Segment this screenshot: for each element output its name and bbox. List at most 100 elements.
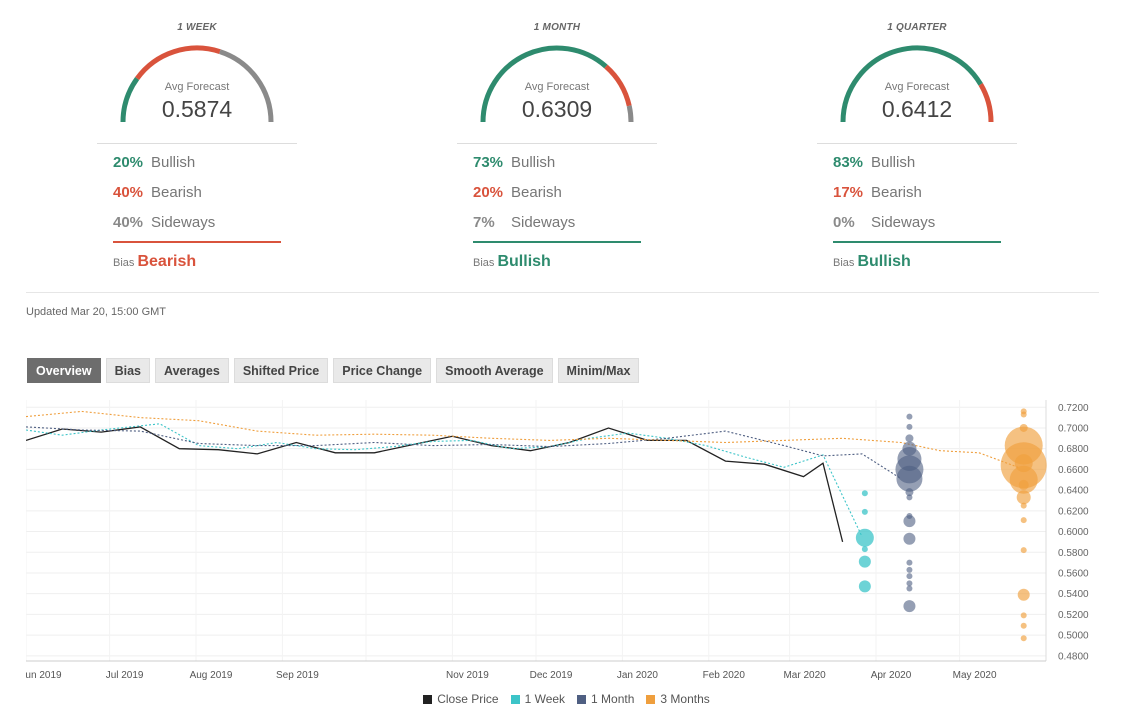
- gauge-segment-bearish: [978, 83, 994, 123]
- bias-value: Bullish: [857, 253, 911, 270]
- gauge-separator: [97, 143, 297, 144]
- gauge-card-1quarter: 1 QUARTER Avg Forecast 0.6412 83% Bullish…: [817, 0, 1017, 290]
- forecast-bubble[interactable]: [1017, 588, 1030, 601]
- forecast-bubble[interactable]: [1020, 502, 1027, 509]
- chart-view-tabs: Overview Bias Averages Shifted Price Pri…: [27, 358, 640, 383]
- forecast-bubble[interactable]: [1018, 479, 1029, 490]
- series-line-close-price[interactable]: [26, 426, 844, 543]
- bullish-label: Bullish: [511, 154, 556, 171]
- avg-forecast-value: 0.6412: [881, 96, 953, 122]
- bullish-label: Bullish: [871, 154, 916, 171]
- bullish-percent: 73%: [473, 154, 504, 171]
- y-tick-label: 0.6600: [1058, 465, 1089, 476]
- forecast-bubble[interactable]: [1020, 517, 1027, 524]
- forecast-bubble[interactable]: [906, 559, 913, 566]
- forecast-bubble[interactable]: [1020, 612, 1027, 619]
- forecast-bubble[interactable]: [906, 573, 913, 580]
- tab-shifted-price[interactable]: Shifted Price: [233, 358, 329, 383]
- bullish-percent: 83%: [833, 154, 864, 171]
- forecast-bubble[interactable]: [861, 546, 868, 553]
- tab-smooth-average[interactable]: Smooth Average: [436, 358, 553, 383]
- gauge-segment-bearish: [135, 45, 221, 80]
- forecast-bubble[interactable]: [906, 580, 913, 587]
- y-tick-label: 0.6200: [1058, 506, 1089, 517]
- bearish-stat: 40% Bearish: [113, 183, 202, 203]
- forecast-bubble[interactable]: [1020, 635, 1027, 642]
- x-tick-label: Jun 2019: [26, 670, 62, 681]
- bearish-percent: 40%: [113, 184, 144, 201]
- bias-underline: [473, 241, 641, 243]
- bearish-label: Bearish: [151, 184, 202, 201]
- forecast-bubble[interactable]: [906, 585, 913, 592]
- y-tick-label: 0.4800: [1058, 651, 1089, 662]
- gauge-segment-bullish: [480, 45, 608, 123]
- forecast-bubble[interactable]: [1020, 547, 1027, 554]
- bias-label: Bias: [113, 257, 135, 269]
- tab-minim-max[interactable]: Minim/Max: [557, 358, 640, 383]
- forecast-bubble[interactable]: [903, 600, 916, 613]
- bias-underline: [113, 241, 281, 243]
- legend-label: 1 Week: [524, 692, 566, 706]
- tab-overview[interactable]: Overview: [27, 358, 101, 383]
- forecast-bubble[interactable]: [861, 508, 868, 515]
- x-tick-label: Jul 2019: [106, 670, 144, 681]
- forecast-bubble[interactable]: [906, 494, 913, 501]
- forecast-bubble[interactable]: [858, 580, 871, 593]
- legend-label: 3 Months: [660, 692, 710, 706]
- avg-forecast-label: Avg Forecast: [164, 81, 230, 93]
- legend-label: Close Price: [437, 692, 499, 706]
- forecast-chart: 0.7200 0.7000 0.6800 0.6600 0.6400 0.6200 0.60…: [26, 400, 1089, 681]
- avg-forecast-value: 0.5874: [161, 96, 233, 122]
- forecast-bubble[interactable]: [905, 488, 914, 497]
- series-line-1-week[interactable]: [26, 423, 863, 537]
- legend-item-3-months[interactable]: 3 Months: [646, 692, 710, 706]
- section-divider: [26, 292, 1099, 293]
- y-tick-label: 0.5000: [1058, 631, 1089, 642]
- sideways-label: Sideways: [511, 214, 576, 231]
- bearish-stat: 20% Bearish: [473, 183, 562, 203]
- legend-label: 1 Month: [591, 692, 635, 706]
- forecast-bubble[interactable]: [858, 555, 871, 568]
- forecast-bubble[interactable]: [905, 434, 914, 443]
- forecast-bubble[interactable]: [1009, 465, 1038, 494]
- forecast-bubble[interactable]: [903, 515, 916, 528]
- y-tick-label: 0.6400: [1058, 486, 1089, 497]
- legend-swatch: [577, 694, 587, 704]
- sideways-label: Sideways: [871, 214, 936, 231]
- gauge-segment-bearish: [604, 64, 632, 107]
- sideways-percent: 40%: [113, 214, 144, 231]
- forecast-bubble[interactable]: [861, 490, 868, 497]
- forecast-bubble[interactable]: [906, 413, 913, 420]
- forecast-bubble[interactable]: [906, 423, 913, 430]
- gauge-card-1month: 1 MONTH Avg Forecast 0.6309 73% Bullish 2…: [457, 0, 657, 290]
- x-tick-label: May 2020: [953, 670, 997, 681]
- forecast-bubbles-1-week: [855, 490, 874, 593]
- forecast-bubble[interactable]: [1016, 490, 1031, 505]
- forecast-bubble[interactable]: [906, 566, 913, 573]
- series-line-3-months[interactable]: [26, 410, 1019, 468]
- bearish-label: Bearish: [511, 184, 562, 201]
- legend-item-close-price[interactable]: Close Price: [423, 692, 499, 706]
- forecast-bubbles-1-month: [895, 413, 924, 613]
- x-tick-label: Aug 2019: [190, 670, 233, 681]
- bearish-stat: 17% Bearish: [833, 183, 922, 203]
- x-tick-label: Nov 2019: [446, 670, 489, 681]
- tab-averages[interactable]: Averages: [155, 358, 229, 383]
- y-tick-label: 0.5800: [1058, 548, 1089, 559]
- forecast-bubble[interactable]: [896, 465, 923, 492]
- forecast-bubbles-3-months: [1000, 408, 1047, 642]
- series-line-1-month[interactable]: [26, 426, 902, 480]
- forecast-bubble[interactable]: [903, 532, 916, 545]
- y-tick-label: 0.7200: [1058, 403, 1089, 414]
- forecast-bubble[interactable]: [855, 528, 874, 547]
- y-tick-label: 0.6800: [1058, 444, 1089, 455]
- gauge-segment-bullish: [120, 77, 140, 123]
- legend-item-1-month[interactable]: 1 Month: [577, 692, 634, 706]
- forecast-bubble[interactable]: [1020, 622, 1027, 629]
- tab-bias[interactable]: Bias: [105, 358, 150, 383]
- legend-item-1-week[interactable]: 1 Week: [510, 692, 566, 706]
- y-tick-label: 0.7000: [1058, 423, 1089, 434]
- tab-price-change[interactable]: Price Change: [333, 358, 432, 383]
- forecast-bubble[interactable]: [1020, 411, 1027, 418]
- gauge-arc: [480, 45, 634, 123]
